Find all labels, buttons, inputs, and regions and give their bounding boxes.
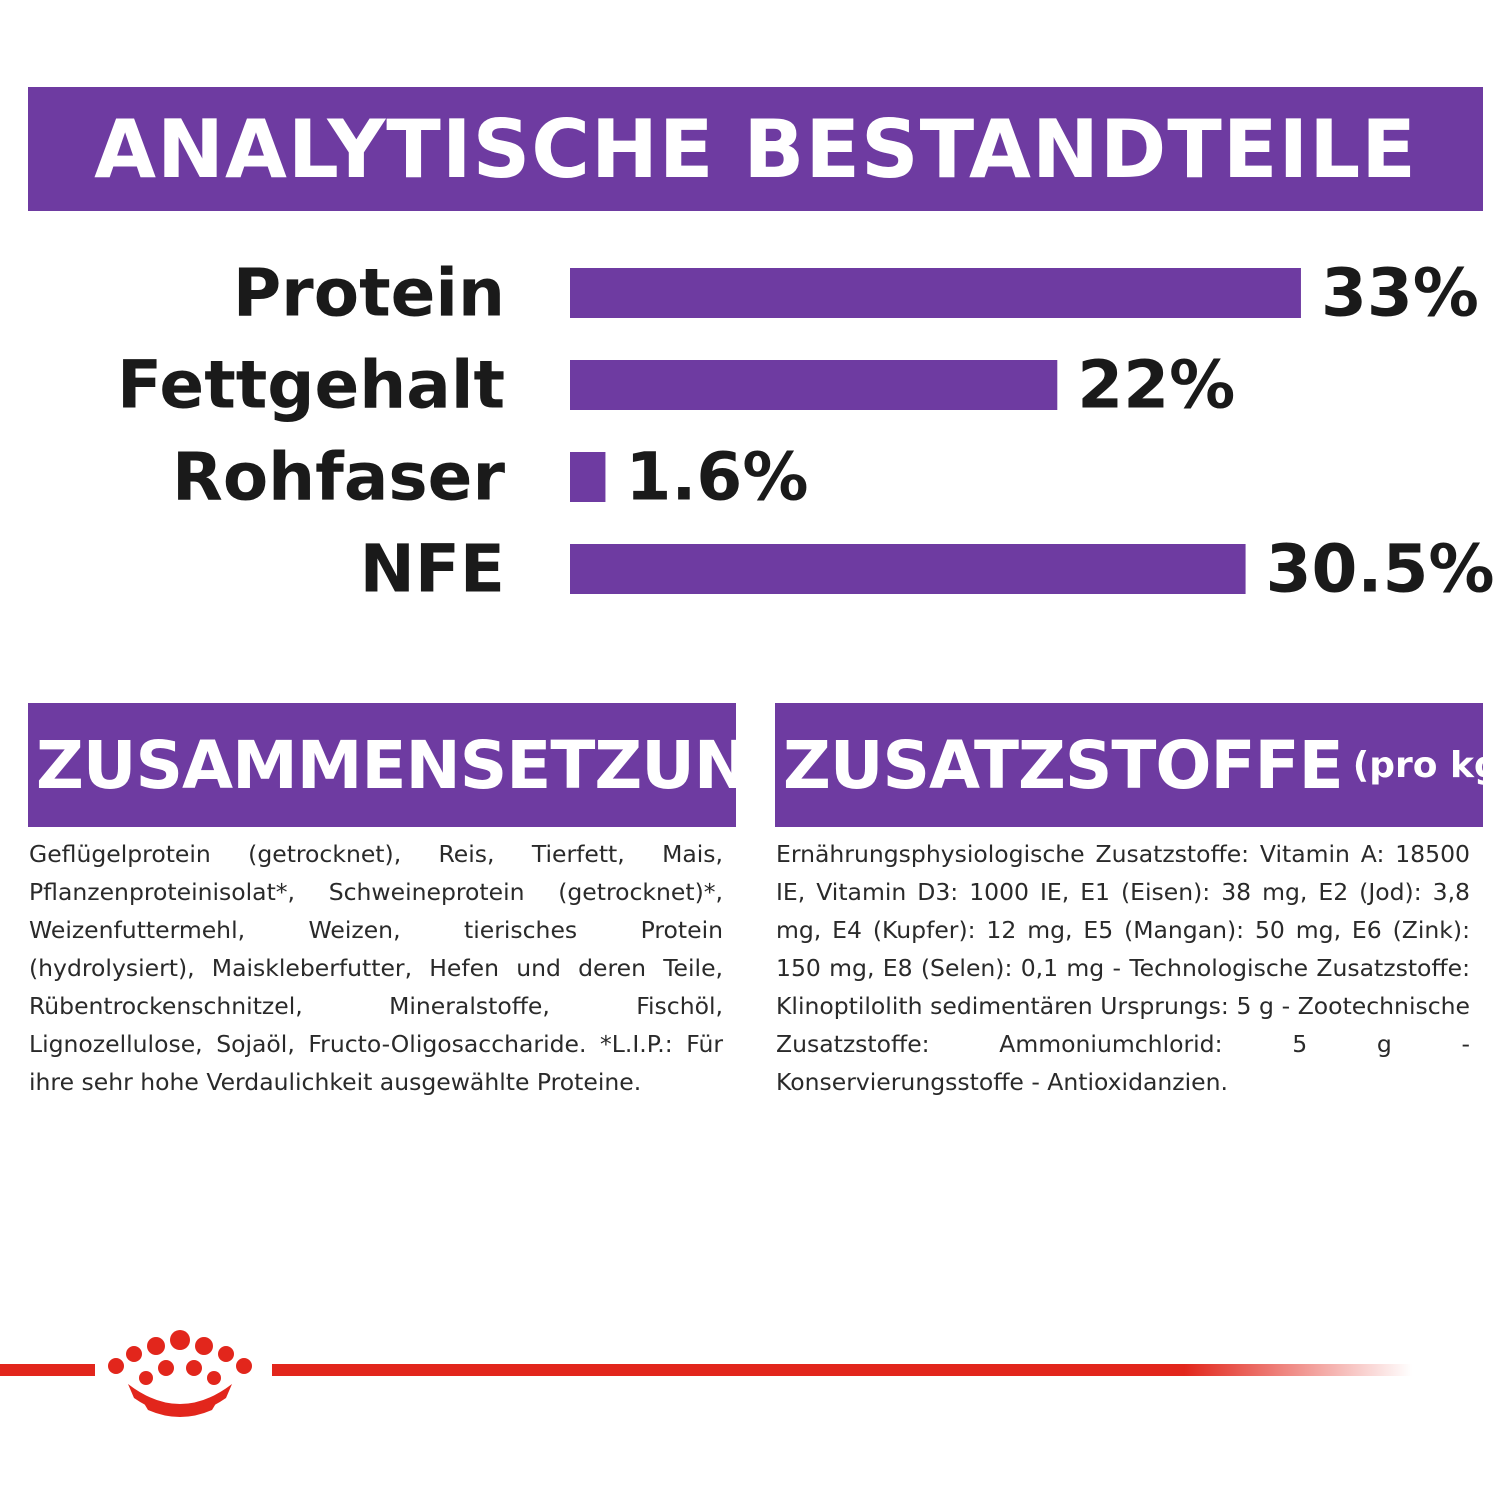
analytics-bar-chart: Protein 33% Fettgehalt 22% Rohfaser 1.6% NFE 30…	[117, 255, 1495, 608]
bar	[570, 452, 606, 502]
additives-banner: ZUSATZSTOFFE (pro kg)	[775, 703, 1483, 827]
additives-title: ZUSATZSTOFFE	[783, 726, 1344, 804]
bar	[570, 360, 1058, 410]
bar	[570, 544, 1246, 594]
bar-value-label: 33%	[1321, 255, 1479, 332]
bar-value-label: 30.5%	[1266, 531, 1495, 608]
bar-value-label: 1.6%	[625, 439, 808, 516]
bar	[570, 268, 1301, 318]
bar-category-label: NFE	[360, 531, 505, 608]
analytics-title: ANALYTISCHE BESTANDTEILE	[94, 102, 1417, 196]
composition-text: Geflügelprotein (getrocknet), Reis, Tier…	[29, 840, 723, 1096]
footer-line-right	[272, 1364, 1412, 1376]
bar-value-label: 22%	[1077, 347, 1235, 424]
footer-brand-strip	[0, 1330, 1412, 1417]
bar-category-label: Fettgehalt	[117, 347, 505, 424]
crown-icon	[108, 1330, 252, 1417]
additives-text: Ernährungsphysiologische Zusatzstoffe: V…	[776, 840, 1470, 1096]
composition-title: ZUSAMMENSETZUNG	[36, 726, 736, 804]
bar-category-label: Rohfaser	[172, 439, 505, 516]
footer-line-left	[0, 1364, 95, 1376]
composition-banner: ZUSAMMENSETZUNG	[28, 703, 736, 827]
analytics-title-banner: ANALYTISCHE BESTANDTEILE	[28, 87, 1483, 211]
additives-title-suffix: (pro kg)	[1352, 744, 1483, 786]
bar-category-label: Protein	[233, 255, 505, 332]
